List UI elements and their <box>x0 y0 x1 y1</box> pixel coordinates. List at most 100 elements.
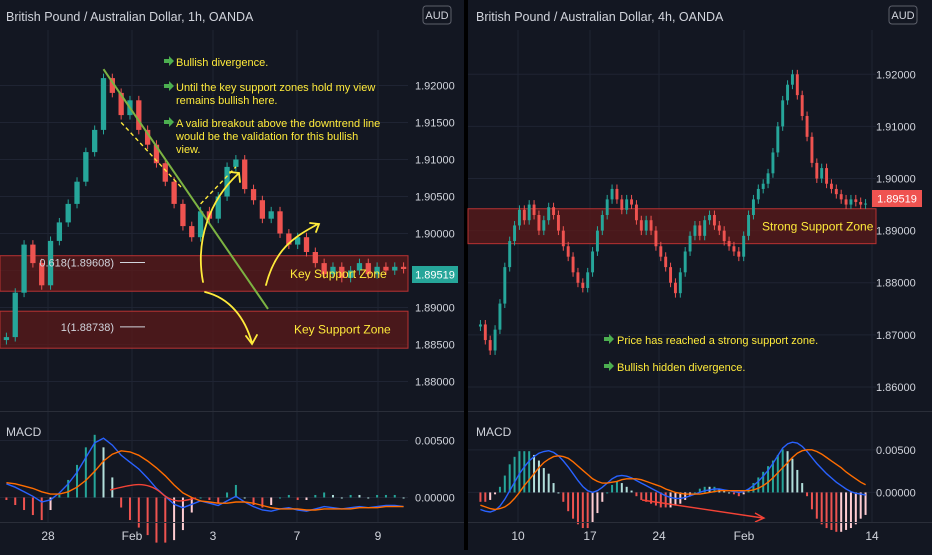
macd-histogram-bar <box>591 492 594 523</box>
macd-histogram-bar <box>849 492 852 529</box>
green-arrow-icon <box>164 117 174 127</box>
candle <box>761 179 765 194</box>
left-currency-badge[interactable]: AUD <box>422 5 452 25</box>
annotation-text: Bullish hidden divergence. <box>617 362 745 374</box>
macd-histogram-bar <box>479 492 482 502</box>
candle-body <box>742 235 746 257</box>
right-macd-axis[interactable]: 0.00500 0.00000 <box>876 445 916 500</box>
price-tick-label: 1.90500 <box>415 192 455 204</box>
macd-histogram-bar <box>120 497 123 508</box>
pane-divider[interactable] <box>464 0 468 550</box>
macd-histogram-bar <box>537 460 540 493</box>
candle <box>644 215 648 236</box>
candle-body <box>552 207 556 215</box>
macd-histogram-bar <box>820 492 823 525</box>
macd-histogram-bar <box>287 494 290 498</box>
fib-level-label: 0.618(1.89608) <box>39 258 114 270</box>
candle-body <box>39 263 45 286</box>
macd-histogram-bar <box>615 481 618 493</box>
candle <box>561 226 565 251</box>
candle-body <box>295 237 301 245</box>
macd-histogram-bar <box>854 492 857 525</box>
left-macd <box>0 434 408 543</box>
candle <box>820 163 824 183</box>
macd-histogram-bar <box>757 477 760 493</box>
candle <box>197 206 204 242</box>
candle-body <box>56 222 63 241</box>
macd-histogram-bar <box>358 494 361 498</box>
candle-body <box>630 199 634 205</box>
macd-histogram-bar <box>723 490 726 493</box>
candle-body <box>30 244 36 264</box>
candle-body <box>639 220 643 231</box>
candle-body <box>508 241 512 268</box>
right-time-axis[interactable]: 10 17 24 Feb 14 <box>511 529 879 543</box>
annotation-text: A valid breakout above the downtrend lin… <box>175 118 380 156</box>
candle <box>483 319 487 345</box>
left-macd-axis[interactable]: 0.00500 0.00000 <box>415 436 455 505</box>
candle-body <box>581 282 585 288</box>
left-time-axis[interactable]: 28 Feb 3 7 9 <box>41 529 381 543</box>
candle-body <box>233 159 239 167</box>
candle-body <box>356 263 363 271</box>
macd-histogram-bar <box>494 492 497 495</box>
left-price-axis[interactable]: 1.92000 1.91500 1.91000 1.90500 1.90000 1.895… <box>415 81 455 389</box>
candle-body <box>321 263 327 275</box>
candle <box>805 111 809 142</box>
macd-histogram-bar <box>752 483 755 493</box>
right-price-axis[interactable]: 1.92000 1.91000 1.90000 1.89000 1.88000 1.870… <box>876 69 916 394</box>
candle-body <box>634 204 638 221</box>
right-currency-badge[interactable]: AUD <box>888 5 918 25</box>
macd-histogram-bar <box>155 497 158 543</box>
candle-body <box>118 92 124 116</box>
macd-histogram-bar <box>581 492 584 529</box>
candle <box>795 69 799 100</box>
candle-body <box>250 189 257 201</box>
candle-body <box>771 152 775 174</box>
candle <box>268 206 274 224</box>
candle <box>576 267 580 288</box>
candle <box>664 252 668 272</box>
macd-histogram-bar <box>393 494 396 498</box>
macd-histogram-bar <box>684 492 687 500</box>
candle <box>742 231 746 262</box>
candle <box>654 226 658 251</box>
price-tick-label: 1.88000 <box>415 377 455 389</box>
macd-histogram-bar <box>562 492 565 502</box>
macd-histogram-bar <box>576 492 579 525</box>
candle <box>610 184 614 204</box>
candle <box>109 73 115 98</box>
macd-histogram-bar <box>314 494 317 498</box>
candle <box>864 199 868 210</box>
candle-body <box>844 199 848 205</box>
zone-label: Key Support Zone <box>290 267 387 281</box>
candle-body <box>825 168 829 184</box>
right-annotations: Strong Support Zone Price has reached a s… <box>604 219 874 374</box>
candle <box>756 184 760 204</box>
price-tick-label: 1.91500 <box>415 118 455 130</box>
macd-histogram-bar <box>279 497 282 499</box>
annotation-text: Bullish divergence. <box>176 57 268 69</box>
candle <box>834 184 838 199</box>
macd-histogram-bar <box>781 449 784 493</box>
macd-histogram-bar <box>645 492 648 502</box>
candle <box>356 258 363 275</box>
macd-histogram-bar <box>801 483 804 493</box>
macd-histogram-bar <box>49 497 52 511</box>
candle <box>527 200 531 225</box>
candle <box>839 189 843 204</box>
macd-tick-label: 0.00500 <box>415 436 455 448</box>
macd-histogram-bar <box>786 451 789 493</box>
macd-histogram-bar <box>620 483 623 493</box>
signal-line <box>6 450 404 511</box>
macd-histogram-bar <box>547 473 550 493</box>
macd-histogram-bar <box>296 497 299 500</box>
candle <box>703 215 707 241</box>
macd-divergence-line <box>109 483 197 502</box>
candle-body <box>815 162 819 179</box>
candle-body <box>591 251 595 273</box>
macd-divergence-line <box>641 499 764 519</box>
candle-body <box>312 252 318 264</box>
candle-body <box>374 266 380 275</box>
candle <box>3 332 10 345</box>
